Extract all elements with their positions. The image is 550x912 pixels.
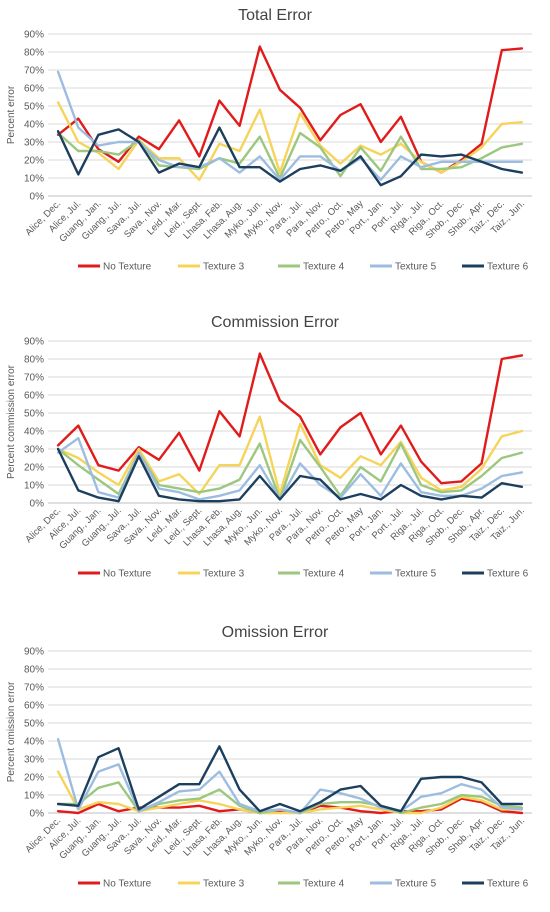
legend-label: Texture 4 <box>303 569 345 580</box>
y-tick-label: 60% <box>24 391 44 402</box>
y-tick-label: 80% <box>24 48 44 59</box>
legend-label: Texture 5 <box>395 262 437 273</box>
series-lines <box>56 45 524 187</box>
x-tick-labels: Alice, Dec.Alice, Jul.Guang., Jan.Guang.… <box>23 198 527 244</box>
series-line-texture-5 <box>56 436 524 501</box>
x-tick-labels: Alice, Dec.Alice, Jul.Guang., Jan.Guang.… <box>23 815 527 861</box>
omission-error-chart: Omission Error 0% 10% 20% 30% 40% 50% 60% 70% 80%… <box>6 624 532 890</box>
gridlines <box>48 33 532 197</box>
series-lines <box>56 737 524 815</box>
y-tick-label: 20% <box>24 156 44 167</box>
legend-label: Texture 6 <box>487 569 529 580</box>
y-tick-label: 70% <box>24 683 44 694</box>
y-tick-label: 10% <box>24 481 44 492</box>
legend-label: Texture 4 <box>303 262 345 273</box>
legend-label: No Texture <box>103 569 152 580</box>
y-tick-label: 0% <box>30 499 45 510</box>
chart-title: Omission Error <box>222 624 329 641</box>
y-tick-label: 50% <box>24 409 44 420</box>
legend-label: Texture 3 <box>203 262 245 273</box>
y-tick-label: 30% <box>24 755 44 766</box>
chart-title: Commission Error <box>211 314 340 331</box>
series-line-texture-6 <box>56 126 524 187</box>
legend-label: No Texture <box>103 879 152 890</box>
series-line-texture-3 <box>56 770 524 815</box>
legend-label: Texture 6 <box>487 262 529 273</box>
y-tick-label: 70% <box>24 66 44 77</box>
legend-label: No Texture <box>103 262 152 273</box>
y-tick-label: 40% <box>24 120 44 131</box>
commission-error-chart: Commission Error 0% 10% 20% 30% 40% 50% 60% 70% 8… <box>6 314 532 580</box>
legend-label: Texture 5 <box>395 569 437 580</box>
legend-label: Texture 3 <box>203 879 245 890</box>
y-tick-labels: 0% 10% 20% 30% 40% 50% 60% 70% 80% 90% <box>24 647 44 820</box>
y-tick-label: 40% <box>24 427 44 438</box>
total-error-chart: Total Error 0% 10% 20% 30% 40% 50% 60% 70% 80% 90%… <box>6 7 532 273</box>
y-tick-label: 10% <box>24 174 44 185</box>
y-tick-label: 90% <box>24 30 44 41</box>
y-tick-label: 70% <box>24 373 44 384</box>
y-tick-labels: 0% 10% 20% 30% 40% 50% 60% 70% 80% 90% <box>24 337 44 510</box>
series-line-texture-5 <box>56 737 524 815</box>
y-tick-label: 50% <box>24 102 44 113</box>
total-error-panel: Total Error 0% 10% 20% 30% 40% 50% 60% 70% 80% 90%… <box>0 0 550 290</box>
series-line-texture-6 <box>56 447 524 503</box>
x-tick-labels: Alice, Dec.Alice, Jul.Guang., Jan.Guang.… <box>23 505 527 551</box>
y-tick-label: 60% <box>24 701 44 712</box>
y-tick-label: 10% <box>24 791 44 802</box>
y-tick-label: 20% <box>24 773 44 784</box>
series-line-texture-3 <box>56 101 524 182</box>
legend-label: Texture 5 <box>395 879 437 890</box>
series-lines <box>56 352 524 503</box>
y-axis-label: Percent error <box>6 85 17 144</box>
legend-label: Texture 3 <box>203 569 245 580</box>
gridlines <box>48 650 532 814</box>
y-tick-label: 40% <box>24 737 44 748</box>
y-tick-label: 80% <box>24 665 44 676</box>
y-tick-label: 80% <box>24 355 44 366</box>
y-tick-label: 30% <box>24 138 44 149</box>
gridlines <box>48 340 532 504</box>
y-tick-label: 60% <box>24 84 44 95</box>
y-tick-label: 0% <box>30 809 45 820</box>
y-tick-labels: 0% 10% 20% 30% 40% 50% 60% 70% 80% 90% <box>24 30 44 203</box>
y-tick-label: 50% <box>24 719 44 730</box>
y-tick-label: 90% <box>24 337 44 348</box>
legend: No Texture Texture 3 Texture 4 Texture 5 Tex… <box>78 879 529 890</box>
series-line-no-texture <box>56 352 524 485</box>
series-line-texture-5 <box>56 70 524 182</box>
y-axis-label: Percent commission error <box>6 364 17 479</box>
series-line-texture-6 <box>56 745 524 813</box>
chart-title: Total Error <box>238 7 312 24</box>
legend-label: Texture 6 <box>487 879 529 890</box>
series-line-texture-3 <box>56 415 524 496</box>
commission-error-panel: Commission Error 0% 10% 20% 30% 40% 50% 60% 70% 8… <box>0 307 550 597</box>
y-tick-label: 20% <box>24 463 44 474</box>
y-tick-label: 90% <box>24 647 44 658</box>
y-tick-label: 30% <box>24 445 44 456</box>
omission-error-panel: Omission Error 0% 10% 20% 30% 40% 50% 60% 70% 80%… <box>0 617 550 907</box>
y-tick-label: 0% <box>30 192 45 203</box>
y-axis-label: Percent omission error <box>6 681 17 782</box>
legend-label: Texture 4 <box>303 879 345 890</box>
legend: No Texture Texture 3 Texture 4 Texture 5 Tex… <box>78 569 529 580</box>
legend: No Texture Texture 3 Texture 4 Texture 5 Tex… <box>78 262 529 273</box>
